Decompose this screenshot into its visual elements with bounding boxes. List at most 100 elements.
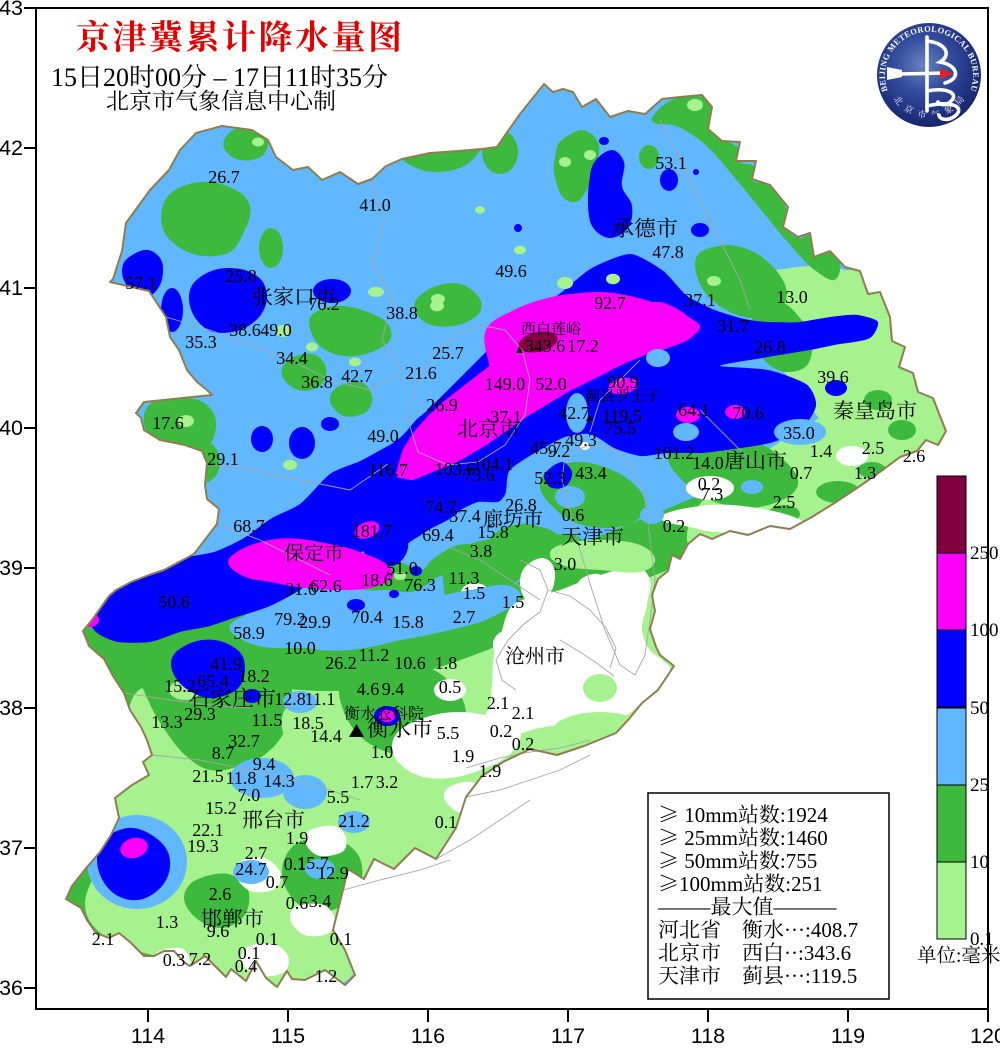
svg-text:7.3: 7.3 bbox=[701, 484, 724, 504]
svg-text:57.1: 57.1 bbox=[125, 273, 157, 293]
svg-text:29.9: 29.9 bbox=[299, 612, 331, 632]
svg-text:22.1: 22.1 bbox=[192, 820, 224, 840]
svg-text:0.2: 0.2 bbox=[512, 734, 535, 754]
svg-text:92.7: 92.7 bbox=[594, 293, 626, 313]
svg-text::: : bbox=[956, 946, 961, 967]
svg-text:1.7: 1.7 bbox=[351, 772, 374, 792]
svg-text:29.1: 29.1 bbox=[207, 449, 239, 469]
svg-text:00: 00 bbox=[155, 63, 181, 92]
svg-text:0.7: 0.7 bbox=[266, 872, 289, 892]
svg-text:5.5: 5.5 bbox=[437, 723, 460, 743]
svg-text:0.7: 0.7 bbox=[790, 463, 813, 483]
svg-text::251: :251 bbox=[785, 872, 822, 896]
svg-text:··:343.6: ··:343.6 bbox=[784, 941, 851, 965]
svg-text:3.2: 3.2 bbox=[376, 772, 399, 792]
svg-text:90.9: 90.9 bbox=[607, 372, 639, 392]
svg-text:116.7: 116.7 bbox=[368, 460, 408, 480]
svg-text:25mm: 25mm bbox=[679, 826, 738, 850]
svg-text:0.3: 0.3 bbox=[163, 950, 186, 970]
svg-text:11.3: 11.3 bbox=[449, 568, 480, 588]
svg-text:14.3: 14.3 bbox=[263, 771, 295, 791]
svg-text:42.7: 42.7 bbox=[341, 366, 373, 386]
svg-text:2.5: 2.5 bbox=[862, 438, 885, 458]
svg-text:7.0: 7.0 bbox=[238, 785, 261, 805]
svg-text:11: 11 bbox=[285, 63, 310, 92]
svg-text:38: 38 bbox=[0, 696, 23, 720]
svg-text:70.6: 70.6 bbox=[732, 403, 764, 423]
svg-text:0.1: 0.1 bbox=[970, 929, 994, 950]
svg-text:1.2: 1.2 bbox=[315, 966, 338, 986]
svg-text:40: 40 bbox=[0, 416, 23, 440]
svg-text:118: 118 bbox=[691, 1024, 725, 1048]
svg-text:2.1: 2.1 bbox=[512, 703, 535, 723]
svg-text:39: 39 bbox=[0, 556, 23, 580]
svg-text:–––––: ––––– bbox=[657, 895, 711, 919]
svg-text:43: 43 bbox=[0, 0, 23, 20]
svg-text:29.3: 29.3 bbox=[184, 704, 216, 724]
svg-text:69.4: 69.4 bbox=[422, 525, 454, 545]
svg-text:35: 35 bbox=[336, 63, 362, 92]
svg-text:37.4: 37.4 bbox=[449, 506, 481, 526]
svg-text:70.4: 70.4 bbox=[351, 607, 383, 627]
svg-text:––––––: –––––– bbox=[773, 895, 838, 919]
svg-text:41.0: 41.0 bbox=[359, 195, 391, 215]
svg-text:250: 250 bbox=[970, 543, 999, 564]
svg-text:101.2: 101.2 bbox=[654, 443, 695, 463]
svg-text:1.4: 1.4 bbox=[810, 441, 833, 461]
svg-text:0.2: 0.2 bbox=[663, 516, 686, 536]
svg-text:36: 36 bbox=[0, 976, 23, 1000]
svg-text:3.4: 3.4 bbox=[309, 891, 332, 911]
svg-text:37.1: 37.1 bbox=[684, 290, 716, 310]
svg-text:19.3: 19.3 bbox=[187, 836, 219, 856]
svg-text:15.2: 15.2 bbox=[164, 676, 196, 696]
svg-text::1460: :1460 bbox=[780, 826, 828, 850]
svg-text:21.2: 21.2 bbox=[338, 811, 370, 831]
svg-text:26.8: 26.8 bbox=[754, 337, 786, 357]
svg-text:50mm: 50mm bbox=[679, 849, 738, 873]
svg-text:···:119.5: ···:119.5 bbox=[784, 964, 857, 988]
svg-text:37: 37 bbox=[0, 836, 23, 860]
svg-text:18.5: 18.5 bbox=[292, 713, 324, 733]
svg-text:38.6: 38.6 bbox=[229, 320, 261, 340]
svg-text:3.8: 3.8 bbox=[470, 541, 493, 561]
svg-text:17.6: 17.6 bbox=[152, 413, 184, 433]
svg-text:114: 114 bbox=[131, 1024, 165, 1048]
svg-text:10: 10 bbox=[970, 852, 989, 873]
svg-text:0.6: 0.6 bbox=[286, 893, 309, 913]
svg-text:0.4: 0.4 bbox=[235, 956, 258, 976]
svg-text:50: 50 bbox=[970, 698, 989, 719]
svg-text:1.5: 1.5 bbox=[463, 583, 486, 603]
svg-text:15.8: 15.8 bbox=[477, 522, 509, 542]
svg-text:58.9: 58.9 bbox=[233, 623, 265, 643]
svg-text:3.0: 3.0 bbox=[554, 554, 577, 574]
svg-text:37.1: 37.1 bbox=[490, 407, 522, 427]
svg-text:0.1: 0.1 bbox=[330, 929, 353, 949]
svg-text:15.7: 15.7 bbox=[297, 853, 329, 873]
svg-text:100mm: 100mm bbox=[679, 872, 743, 896]
svg-text:52.0: 52.0 bbox=[535, 374, 567, 394]
svg-text:116: 116 bbox=[411, 1024, 445, 1048]
svg-text:36.8: 36.8 bbox=[301, 372, 333, 392]
svg-text:1.9: 1.9 bbox=[452, 746, 475, 766]
svg-text:18.6: 18.6 bbox=[361, 570, 393, 590]
svg-text:79.2: 79.2 bbox=[274, 609, 306, 629]
svg-text:7.2: 7.2 bbox=[189, 949, 212, 969]
svg-text:31.7: 31.7 bbox=[717, 316, 749, 336]
svg-text:2.7: 2.7 bbox=[245, 843, 268, 863]
svg-text:26.2: 26.2 bbox=[325, 653, 357, 673]
svg-text:104.1: 104.1 bbox=[473, 454, 514, 474]
svg-text:25.7: 25.7 bbox=[432, 343, 464, 363]
svg-text:76.3: 76.3 bbox=[404, 575, 436, 595]
svg-text:53.1: 53.1 bbox=[655, 153, 687, 173]
svg-text:41.9: 41.9 bbox=[210, 654, 242, 674]
svg-text:26.7: 26.7 bbox=[208, 167, 240, 187]
svg-text:···:408.7: ···:408.7 bbox=[784, 918, 858, 942]
svg-text:0.6: 0.6 bbox=[562, 505, 585, 525]
svg-text:1.3: 1.3 bbox=[854, 463, 877, 483]
svg-text:15.2: 15.2 bbox=[205, 798, 237, 818]
svg-text:74.7: 74.7 bbox=[425, 497, 457, 517]
svg-text:68.7: 68.7 bbox=[233, 516, 265, 536]
svg-text:26.9: 26.9 bbox=[426, 395, 458, 415]
svg-text:5.5: 5.5 bbox=[327, 787, 350, 807]
svg-text:2.6: 2.6 bbox=[903, 446, 926, 466]
